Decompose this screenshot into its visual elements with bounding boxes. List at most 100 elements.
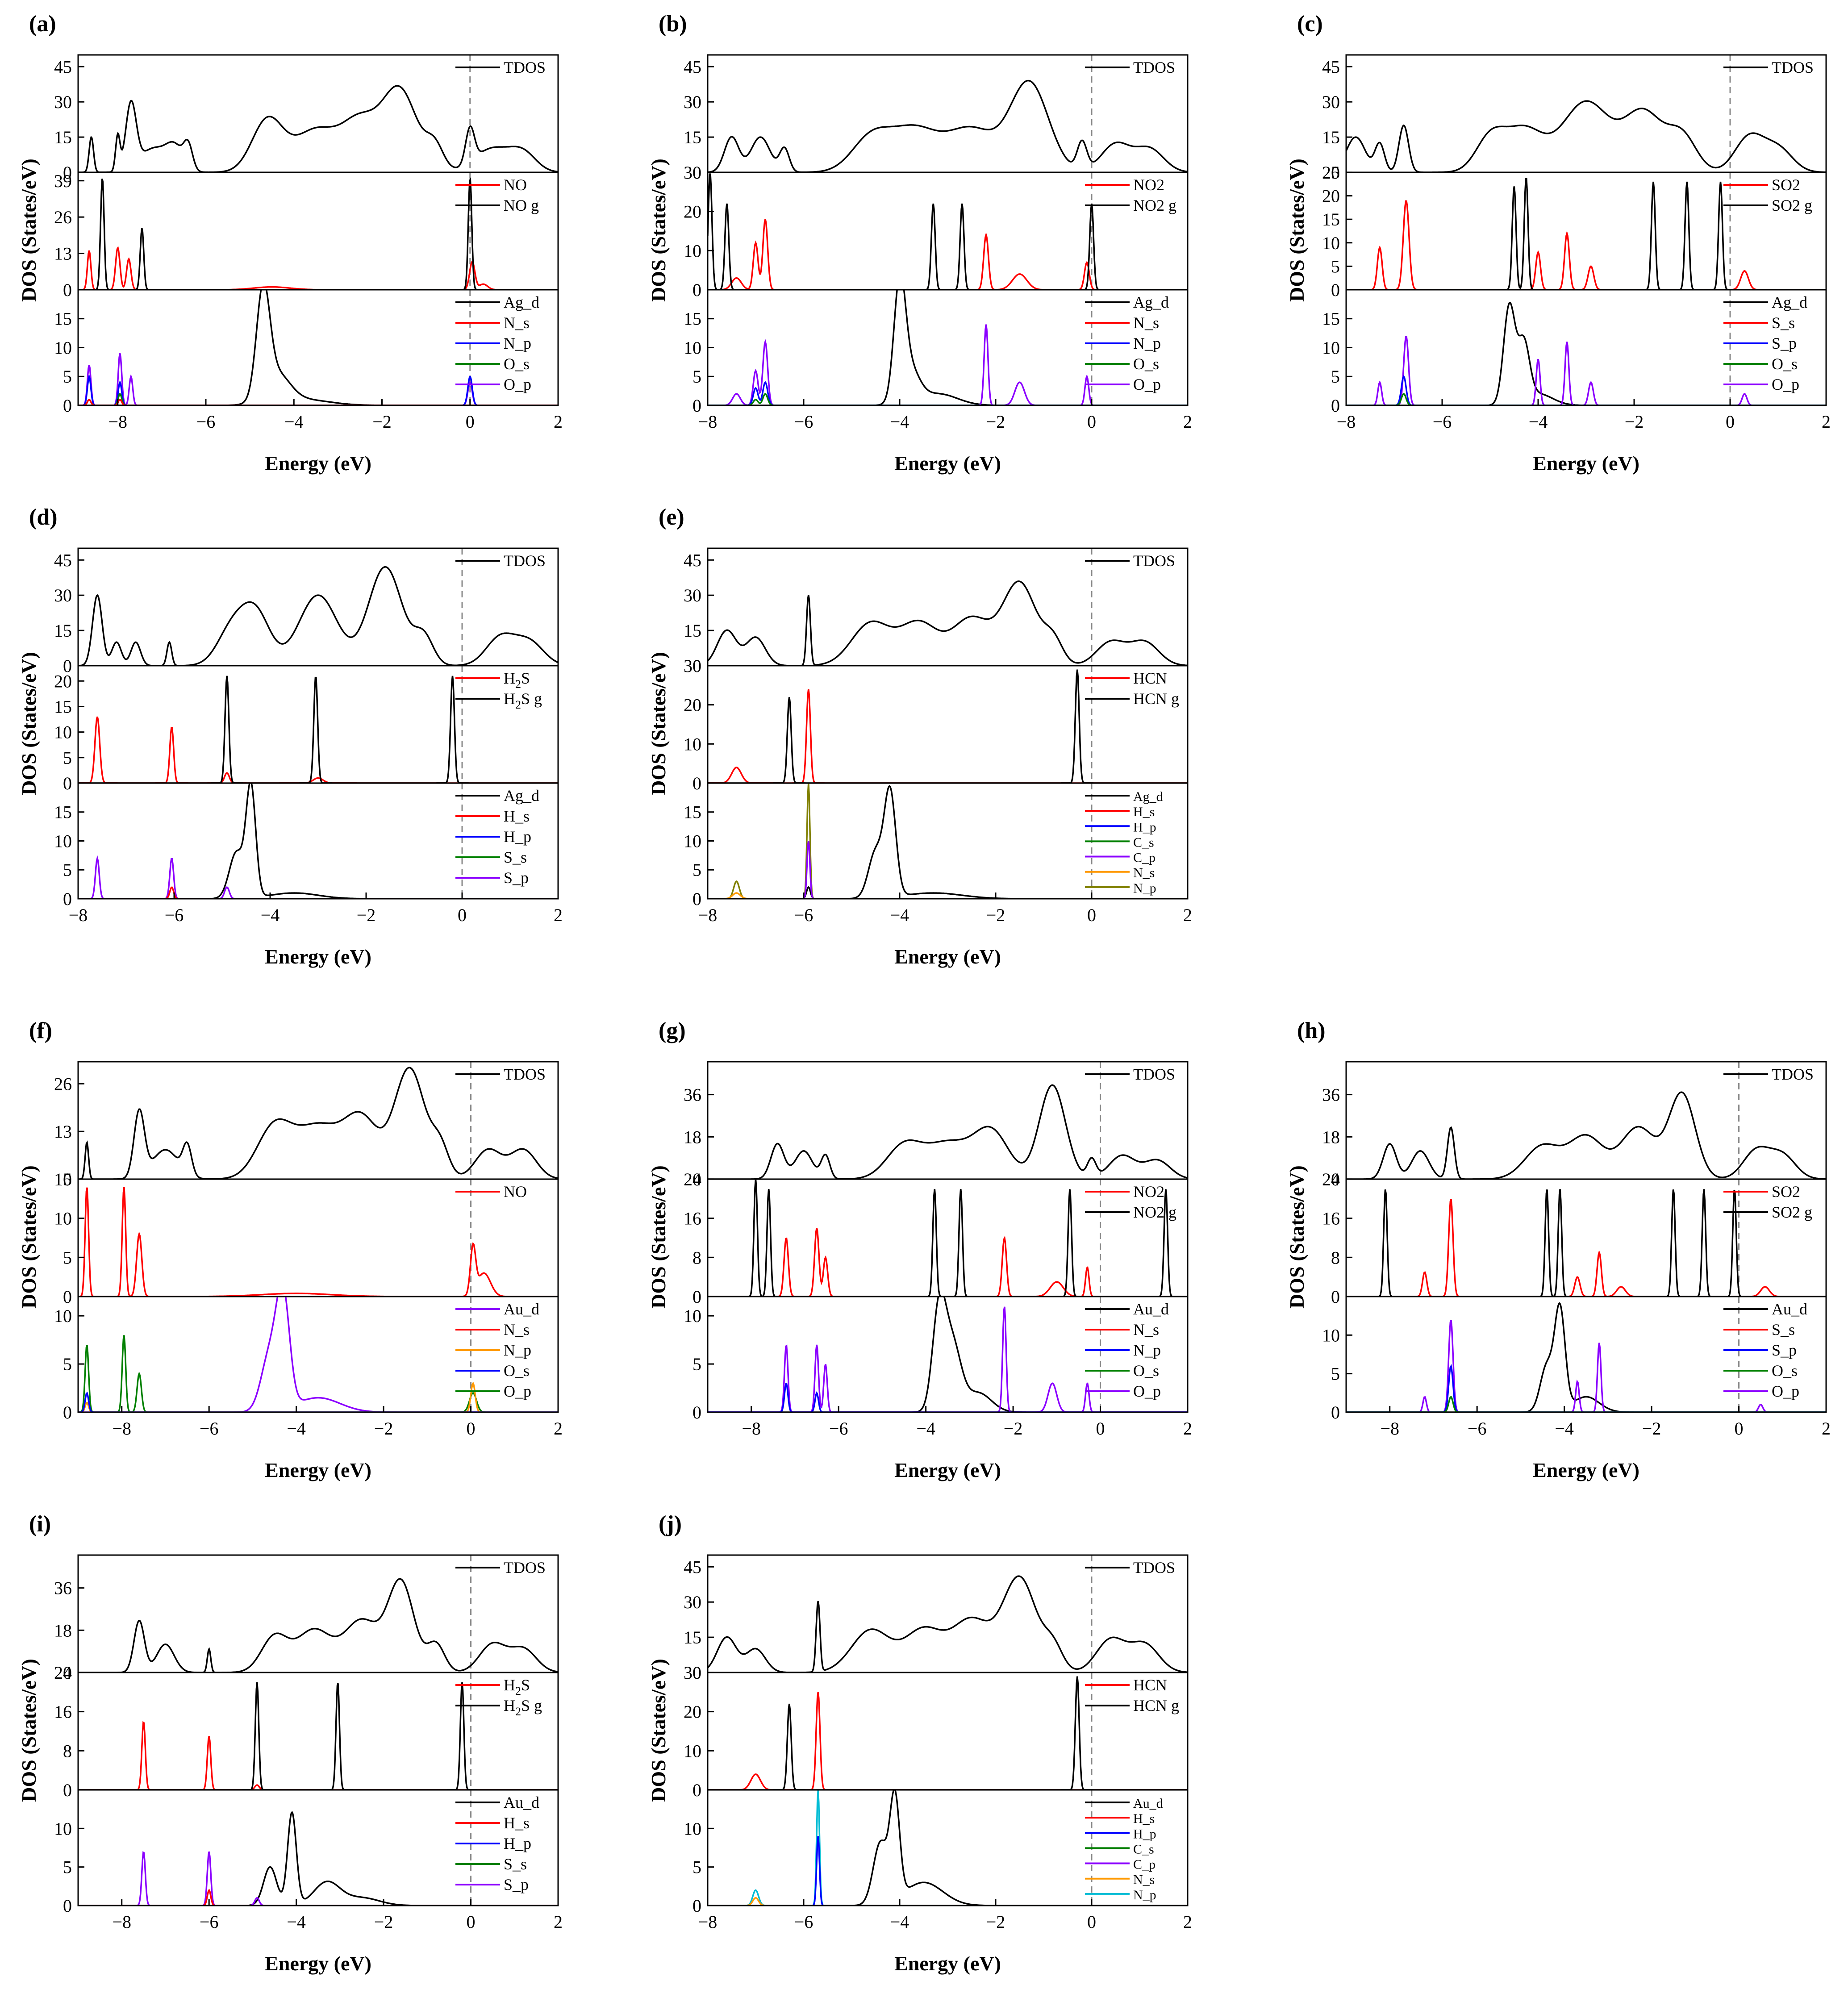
x-tick-label: −8 — [1380, 1418, 1399, 1439]
y-tick-label: 5 — [63, 367, 72, 387]
legend-entry: N_s — [1133, 1873, 1155, 1887]
x-tick-label: −6 — [1468, 1418, 1487, 1439]
x-axis-title: Energy (eV) — [265, 1459, 371, 1481]
y-tick-label: 45 — [1322, 57, 1340, 77]
series-blue — [1346, 1364, 1826, 1412]
series-black — [708, 1575, 1188, 1673]
legend-entry: N_s — [1133, 314, 1159, 332]
y-tick-label: 0 — [692, 1663, 701, 1683]
legend-entry: S_s — [1772, 314, 1795, 332]
series-violet — [1346, 1319, 1826, 1412]
legend-entry: N_s — [504, 1321, 530, 1339]
legend: TDOS — [455, 1065, 546, 1083]
x-tick-label: −6 — [794, 412, 813, 432]
y-tick-label: 36 — [54, 1578, 72, 1598]
x-tick-label: −8 — [112, 1418, 131, 1439]
y-tick-label: 5 — [63, 748, 72, 768]
legend-entry: Ag_d — [504, 787, 539, 805]
series-blue — [708, 381, 1188, 405]
x-axis-title: Energy (eV) — [1533, 1459, 1639, 1481]
panel-label: (e) — [659, 505, 684, 530]
legend-entry: H_s — [504, 807, 530, 825]
y-tick-label: 39 — [54, 171, 72, 191]
panel-label: (j) — [659, 1511, 682, 1537]
x-tick-label: −2 — [357, 905, 376, 925]
x-tick-label: 0 — [467, 1418, 476, 1439]
x-tick-label: −8 — [742, 1418, 761, 1439]
panel-h: (h) 0 18 36 TDOS 0 8 16 24 SO2 SO2 g 0 5 10 Au_d S_s S_p… — [1285, 1018, 1831, 1481]
series-red — [708, 1228, 1188, 1297]
axes-frame — [707, 1554, 1189, 1673]
subplot-2: 0 10 20 30 NO2 NO2 g — [684, 163, 1189, 300]
y-tick-label: 5 — [63, 860, 72, 880]
legend-entry: C_s — [1133, 835, 1154, 850]
legend-entry: SO2 — [1772, 176, 1800, 194]
y-tick-label: 0 — [692, 1780, 701, 1800]
axes-frame — [707, 665, 1189, 784]
legend-entry: HCN g — [1133, 690, 1179, 708]
subplot-3: 0 5 10 Au_d N_s N_p O_s O_p — [684, 1296, 1189, 1422]
legend-entry: S_p — [1772, 334, 1797, 352]
y-tick-label: 30 — [684, 1663, 701, 1683]
x-tick-label: −4 — [890, 412, 909, 432]
legend-entry: NO2 — [1133, 176, 1164, 194]
y-tick-label: 0 — [63, 889, 72, 909]
y-tick-label: 0 — [63, 656, 72, 676]
series-violet — [708, 841, 1188, 899]
legend-entry: N_s — [504, 314, 530, 332]
y-tick-label: 0 — [1331, 1169, 1340, 1189]
subplot-3: 0 5 10 15 Ag_d H_s H_p S_s S_p — [54, 782, 559, 909]
y-tick-label: 16 — [54, 1702, 72, 1722]
legend: TDOS — [455, 552, 546, 570]
axes-frame — [1345, 289, 1827, 406]
y-tick-label: 45 — [684, 1557, 701, 1577]
legend: TDOS — [1085, 58, 1175, 76]
x-tick-label: 2 — [554, 1418, 563, 1439]
subplot-3: 0 5 10 15 Ag_d S_s S_p O_s O_p — [1322, 289, 1827, 416]
subplot-2: 0 8 16 24 NO2 NO2 g — [684, 1169, 1189, 1307]
y-tick-label: 15 — [54, 697, 72, 717]
legend-entry: O_p — [1133, 1382, 1161, 1400]
y-tick-label: 0 — [63, 163, 72, 183]
legend: TDOS — [455, 1559, 546, 1577]
series-violet — [78, 353, 558, 405]
legend-entry: N_p — [1133, 881, 1156, 896]
y-axis-title: DOS (States/eV) — [647, 1659, 670, 1802]
y-tick-label: 10 — [684, 734, 701, 754]
x-tick-label: −4 — [916, 1418, 935, 1439]
series-black — [708, 1676, 1188, 1790]
legend-entry: S_s — [504, 1855, 527, 1873]
legend: Ag_d H_s H_p S_s S_p — [455, 787, 539, 887]
x-tick-label: −6 — [794, 1912, 813, 1932]
legend-entry: N_p — [1133, 334, 1161, 352]
y-tick-label: 25 — [1322, 163, 1340, 183]
x-tick-label: 0 — [1735, 1418, 1744, 1439]
x-tick-label: 2 — [1183, 412, 1192, 432]
y-tick-label: 10 — [54, 1818, 72, 1839]
y-tick-label: 15 — [684, 127, 701, 147]
legend-entry: N_p — [504, 1341, 531, 1359]
y-axis-title: DOS (States/eV) — [1285, 158, 1308, 302]
subplot-2: 0 5 10 15 20 25 SO2 SO2 g — [1322, 163, 1827, 300]
subplot-2: 0 8 16 24 SO2 SO2 g — [1322, 1169, 1827, 1307]
y-tick-label: 24 — [684, 1169, 701, 1189]
axes-frame — [1345, 171, 1827, 291]
x-tick-label: −2 — [986, 1912, 1005, 1932]
x-tick-label: −6 — [165, 905, 184, 925]
y-tick-label: 8 — [63, 1741, 72, 1761]
legend-entry: HCN — [1133, 1676, 1167, 1694]
legend-entry: SO2 g — [1772, 1203, 1812, 1221]
y-axis-title: DOS (States/eV) — [17, 1659, 40, 1802]
series-red — [78, 246, 558, 290]
y-tick-label: 10 — [54, 1209, 72, 1229]
subplot-1: 0 15 30 45 TDOS — [1322, 54, 1827, 183]
y-tick-label: 30 — [54, 585, 72, 605]
x-axis-title: Energy (eV) — [1533, 452, 1639, 475]
x-tick-label: 0 — [467, 1912, 476, 1932]
legend: Au_d S_s S_p O_s O_p — [1723, 1300, 1807, 1400]
axes-frame — [77, 1554, 559, 1673]
legend: TDOS — [1085, 1065, 1175, 1083]
x-tick-label: 0 — [1087, 412, 1096, 432]
